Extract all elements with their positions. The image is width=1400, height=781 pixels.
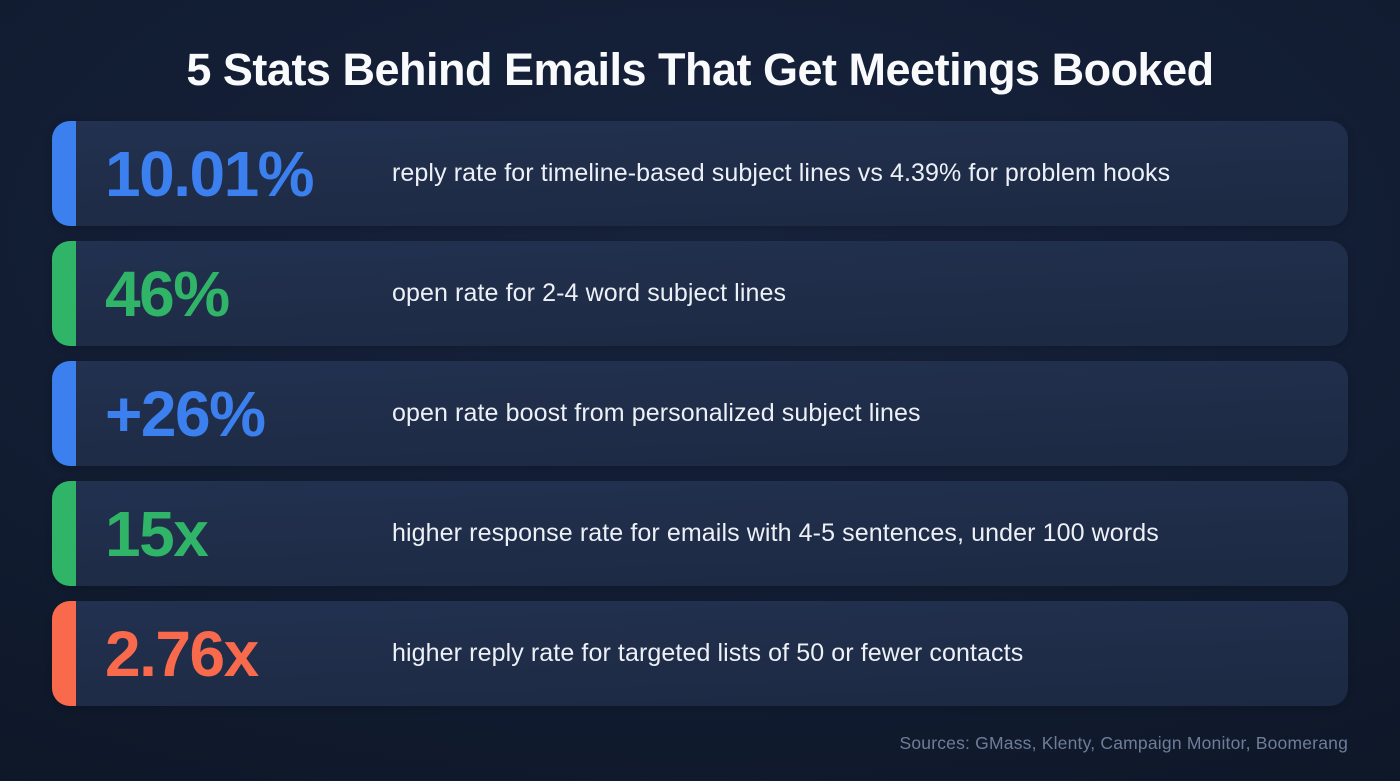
stat-description: reply rate for timeline-based subject li… [392,158,1171,187]
stat-description: higher reply rate for targeted lists of … [392,638,1024,667]
stat-value: +26% [105,377,266,450]
accent-bar [52,121,76,226]
stat-description: open rate boost from personalized subjec… [392,398,921,427]
sources-note: Sources: GMass, Klenty, Campaign Monitor… [899,733,1348,753]
page-title: 5 Stats Behind Emails That Get Meetings … [186,44,1214,95]
stat-value: 15x [105,497,209,570]
stat-value: 10.01% [105,137,315,210]
accent-bar [52,601,76,706]
accent-bar [52,361,76,466]
accent-bar [52,241,76,346]
stats-list: 10.01% reply rate for timeline-based sub… [52,121,1348,706]
accent-bar [52,481,76,586]
stat-card-4: 15x higher response rate for emails with… [52,481,1348,586]
stat-card-5: 2.76x higher reply rate for targeted lis… [52,601,1348,706]
stat-card-1: 10.01% reply rate for timeline-based sub… [52,121,1348,226]
stat-card-3: +26% open rate boost from personalized s… [52,361,1348,466]
stat-value: 2.76x [105,617,259,690]
stat-description: higher response rate for emails with 4-5… [392,518,1159,547]
stat-value: 46% [105,257,230,330]
stat-card-2: 46% open rate for 2-4 word subject lines [52,241,1348,346]
stat-description: open rate for 2-4 word subject lines [392,278,787,307]
